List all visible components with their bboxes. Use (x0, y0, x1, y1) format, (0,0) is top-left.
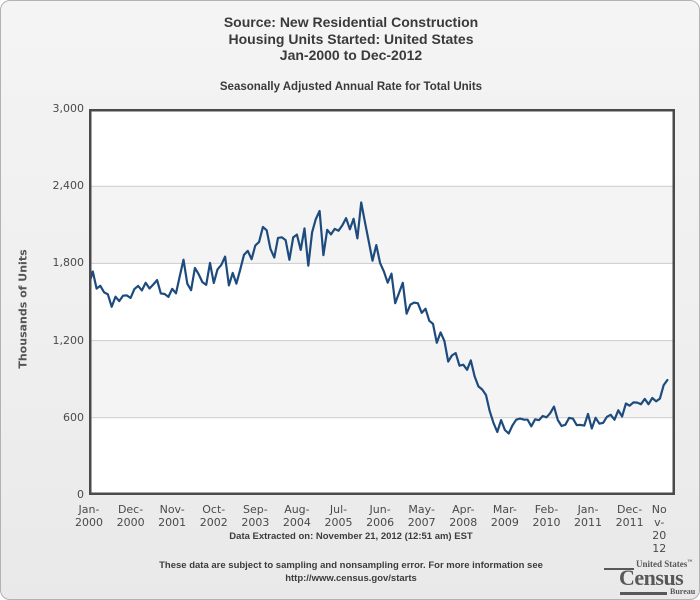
x-tick-label: Jan- 2000 (75, 503, 103, 529)
x-tick-label: Apr- 2008 (449, 503, 478, 529)
x-tick-label: Jun- 2006 (366, 503, 395, 529)
x-tick-label: Aug- 2004 (282, 503, 311, 529)
logo-bureau-text: Bureau (670, 587, 696, 596)
chart-subtitle: Seasonally Adjusted Annual Rate for Tota… (219, 81, 483, 93)
x-tick-label: Dec- 2011 (615, 503, 644, 529)
y-tick-label: 0 (77, 488, 84, 501)
title-line-2: Housing Units Started: United States (228, 30, 474, 47)
logo-census-wordmark: Census (619, 565, 684, 590)
x-tick-label: Jul- 2005 (324, 503, 353, 529)
plot-band (89, 186, 675, 264)
x-tick-label: Oct- 2002 (199, 503, 228, 529)
logo-top-rule (604, 568, 634, 570)
y-tick-label: 1,200 (52, 333, 85, 347)
y-tick-label: 2,400 (52, 179, 85, 193)
x-tick-label: Sep- 2003 (241, 503, 270, 529)
data-extracted-note: Data Extracted on: November 21, 2012 (12… (229, 531, 473, 542)
plot-band (89, 109, 675, 187)
logo-united-states-text: United States™ (636, 559, 693, 569)
logo-bottom-rule (620, 592, 667, 595)
census-bureau-logo: United States™ Census Bureau (604, 556, 698, 599)
x-tick-label: Nov- 2001 (158, 503, 187, 529)
data-line (89, 201, 669, 435)
x-tick-label: Jan- 2011 (574, 503, 603, 529)
y-tick-label: 3,000 (52, 102, 85, 115)
y-tick-label: 600 (63, 410, 84, 424)
page-title: Source: New Residential Construction Hou… (1, 14, 699, 64)
plot-band (89, 263, 675, 341)
x-tick-label: Feb- 2010 (532, 503, 561, 529)
x-tick-label: Mar- 2009 (490, 503, 519, 529)
x-tick-label: No v- 20 12 (651, 503, 667, 555)
sampling-error-note-url: http://www.census.gov/starts (285, 573, 417, 584)
title-line-3: Jan-2000 to Dec-2012 (279, 47, 423, 63)
x-tick-label: May- 2007 (407, 503, 436, 529)
x-tick-label: Dec- 2000 (116, 503, 145, 529)
housing-starts-line-chart (89, 109, 675, 495)
plot-band (89, 417, 675, 495)
plot-border (89, 109, 675, 495)
sampling-error-note: These data are subject to sampling and n… (1, 559, 699, 585)
y-tick-label: 1,800 (52, 256, 85, 270)
sampling-error-note-line-1: These data are subject to sampling and n… (159, 560, 543, 571)
title-line-1: Source: New Residential Construction (223, 14, 479, 30)
plot-band (89, 340, 675, 418)
